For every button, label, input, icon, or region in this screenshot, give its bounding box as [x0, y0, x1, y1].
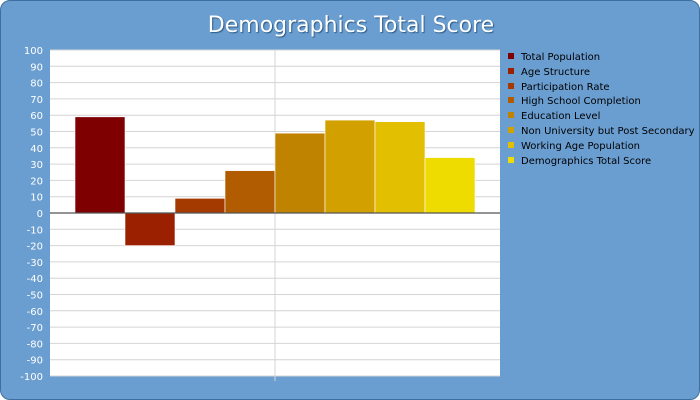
y-tick-label: -70 — [27, 323, 43, 334]
chart-title: Demographics Total Score — [207, 13, 495, 38]
y-tick-label: 10 — [30, 193, 43, 204]
bar-working-age-population — [374, 121, 426, 214]
legend-item: High School Completion — [508, 95, 695, 110]
y-tick-label: -80 — [27, 339, 43, 350]
legend-item: Demographics Total Score — [508, 155, 695, 170]
legend-item: Non University but Post Secondary — [508, 125, 695, 140]
y-tick-label: -100 — [20, 372, 43, 383]
y-tick-label: -10 — [27, 225, 43, 236]
bar-age-structure — [124, 212, 176, 246]
y-tick-label: 60 — [30, 111, 43, 122]
y-tick-label: -60 — [27, 307, 43, 318]
bar-demographics-total-score — [424, 157, 476, 214]
legend-item: Participation Rate — [508, 81, 695, 96]
legend-label: Age Structure — [521, 66, 591, 78]
y-tick-label: 40 — [30, 144, 43, 155]
y-tick-label: 80 — [30, 79, 43, 90]
bar-education-level — [274, 132, 326, 214]
legend-label: Non University but Post Secondary — [521, 125, 695, 137]
bar-participation-rate — [174, 198, 226, 214]
legend-swatch — [508, 82, 514, 89]
y-tick-label: -90 — [27, 356, 43, 367]
legend-swatch — [508, 141, 514, 148]
legend-swatch — [508, 97, 514, 104]
legend-label: High School Completion — [521, 96, 641, 108]
legend-swatch — [508, 67, 514, 74]
legend-swatch — [508, 53, 514, 59]
chart-legend: Total Population Age Structure Participati… — [508, 51, 695, 169]
legend-label: Working Age Population — [521, 140, 641, 152]
legend-label: Education Level — [521, 111, 601, 123]
legend-swatch — [508, 156, 514, 163]
legend-label: Demographics Total Score — [521, 155, 652, 167]
y-tick-label: 50 — [30, 128, 43, 139]
y-tick-label: 90 — [30, 62, 43, 73]
legend-label: Total Population — [521, 52, 601, 63]
legend-swatch — [508, 112, 514, 119]
y-tick-label: 30 — [30, 160, 43, 171]
bar-non-university-but-post-secondary — [324, 119, 376, 214]
legend-item: Age Structure — [508, 66, 695, 81]
y-tick-label: -40 — [27, 274, 43, 285]
legend-label: Participation Rate — [521, 81, 610, 93]
bar-high-school-completion — [224, 170, 276, 214]
y-tick-label: 70 — [30, 95, 43, 106]
legend-item: Total Population — [508, 51, 695, 66]
legend-item: Working Age Population — [508, 140, 695, 155]
legend-swatch — [508, 126, 514, 133]
y-tick-label: -20 — [27, 242, 43, 253]
bar-total-population — [74, 116, 126, 214]
y-tick-label: -50 — [27, 291, 43, 302]
y-tick-label: 0 — [37, 209, 43, 220]
y-tick-label: 20 — [30, 176, 43, 187]
legend-item: Education Level — [508, 110, 695, 125]
y-tick-label: 100 — [24, 46, 43, 57]
y-tick-label: -30 — [27, 258, 43, 269]
